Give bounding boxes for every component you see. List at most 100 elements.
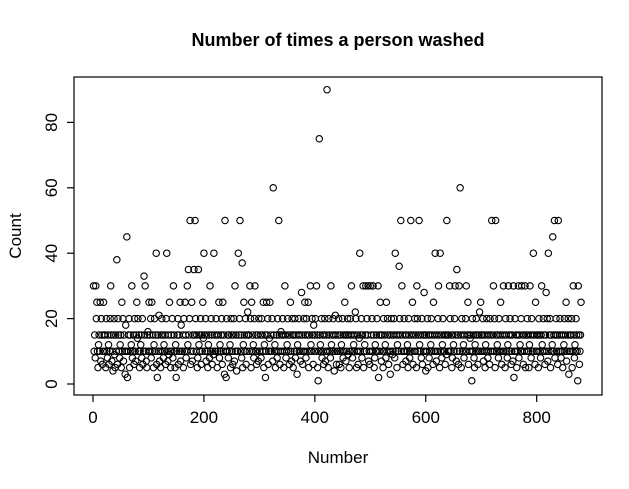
- data-point: [441, 360, 449, 369]
- data-point: [569, 282, 578, 290]
- data-point: [407, 216, 415, 225]
- data-point: [297, 288, 306, 297]
- data-point: [364, 282, 372, 290]
- data-point: [226, 341, 234, 349]
- data-point: [116, 331, 125, 339]
- data-point: [102, 314, 111, 323]
- data-point: [400, 347, 409, 356]
- data-point: [311, 331, 319, 339]
- data-point: [130, 314, 139, 323]
- data-point: [229, 331, 238, 339]
- data-point: [357, 314, 366, 323]
- data-point: [489, 282, 498, 290]
- data-point: [302, 314, 311, 323]
- data-point: [283, 314, 292, 323]
- data-point: [328, 347, 337, 356]
- data-point: [359, 363, 368, 372]
- y-tick-label: 80: [42, 113, 61, 132]
- data-point: [561, 331, 570, 339]
- data-point: [354, 360, 362, 369]
- data-point: [476, 298, 485, 306]
- data-point: [302, 354, 310, 362]
- data-point: [347, 282, 356, 290]
- data-point: [337, 341, 346, 349]
- data-point: [170, 331, 178, 339]
- data-point: [527, 314, 536, 323]
- data-point: [393, 341, 402, 349]
- data-point: [390, 314, 398, 323]
- data-point: [169, 282, 178, 290]
- data-point: [520, 347, 529, 356]
- data-point: [398, 282, 406, 290]
- data-point: [219, 298, 227, 306]
- data-point: [449, 331, 457, 339]
- data-point: [113, 255, 121, 264]
- y-tick-label: 0: [42, 379, 61, 388]
- data-point: [235, 331, 243, 339]
- data-point: [537, 282, 546, 290]
- data-point: [423, 347, 431, 356]
- data-point: [415, 341, 424, 349]
- data-point: [456, 184, 464, 192]
- data-point: [322, 331, 331, 339]
- data-point: [103, 354, 112, 362]
- data-point: [374, 373, 383, 382]
- data-point: [552, 347, 561, 356]
- data-point: [114, 314, 122, 323]
- data-point: [485, 331, 493, 339]
- data-point: [243, 347, 251, 356]
- data-point: [332, 331, 340, 339]
- data-point: [241, 347, 249, 356]
- data-point: [152, 249, 160, 257]
- data-point: [232, 331, 240, 339]
- data-point: [261, 373, 270, 382]
- data-point: [546, 363, 555, 372]
- data-point: [238, 259, 246, 267]
- data-point: [434, 314, 442, 323]
- data-point: [412, 363, 421, 372]
- data-point: [175, 347, 184, 356]
- data-point: [148, 298, 156, 306]
- plot-box: [73, 76, 603, 396]
- data-point: [413, 282, 421, 290]
- data-point: [217, 314, 226, 323]
- data-point: [395, 262, 403, 271]
- data-point: [438, 341, 447, 349]
- data-point: [517, 314, 525, 323]
- data-point: [240, 298, 248, 306]
- data-point: [224, 354, 233, 362]
- data-point: [417, 331, 425, 339]
- data-point: [118, 347, 127, 356]
- data-point: [382, 354, 390, 362]
- data-point: [409, 331, 418, 339]
- data-point: [352, 314, 360, 323]
- data-point: [484, 347, 493, 356]
- data-point: [346, 347, 354, 356]
- data-point: [541, 331, 550, 339]
- data-point: [200, 331, 209, 339]
- data-point: [306, 282, 315, 290]
- data-point: [391, 249, 400, 257]
- data-point: [206, 282, 214, 290]
- data-point: [358, 354, 366, 362]
- data-point: [515, 354, 523, 362]
- data-point: [268, 357, 277, 365]
- data-point: [358, 331, 367, 339]
- data-point: [121, 321, 130, 329]
- data-point: [331, 347, 339, 356]
- data-point: [457, 363, 465, 372]
- data-point: [451, 331, 460, 339]
- x-tick-label: 200: [190, 408, 218, 427]
- data-point: [449, 341, 458, 349]
- data-point: [269, 184, 277, 192]
- data-point: [117, 363, 126, 372]
- data-point: [128, 282, 136, 290]
- data-point: [489, 331, 497, 339]
- data-point: [453, 347, 462, 356]
- data-point: [106, 314, 114, 323]
- data-point: [377, 357, 386, 365]
- data-point: [90, 331, 99, 339]
- data-point: [418, 314, 426, 323]
